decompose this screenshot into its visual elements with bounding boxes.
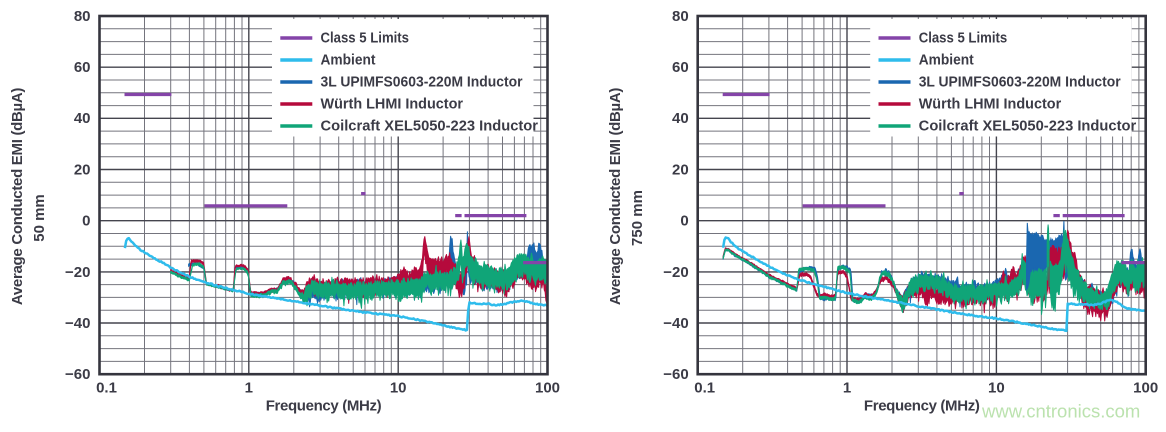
svg-text:40: 40: [672, 110, 689, 127]
svg-text:0: 0: [680, 213, 688, 230]
svg-text:40: 40: [74, 110, 91, 127]
svg-text:Average Conducted EMI (dBµA): Average Conducted EMI (dBµA): [607, 88, 624, 306]
svg-text:60: 60: [672, 59, 689, 76]
svg-text:0.1: 0.1: [96, 380, 117, 397]
svg-text:3L UPIMFS0603-220M Inductor: 3L UPIMFS0603-220M Inductor: [321, 75, 523, 91]
svg-text:Würth LHMI Inductor: Würth LHMI Inductor: [321, 97, 464, 113]
svg-text:Coilcraft XEL5050-223 Inductor: Coilcraft XEL5050-223 Inductor: [321, 119, 539, 135]
svg-text:50 mm: 50 mm: [31, 194, 48, 242]
svg-text:20: 20: [74, 161, 91, 178]
svg-text:Ambient: Ambient: [919, 53, 974, 69]
svg-text:1: 1: [245, 380, 253, 397]
svg-text:80: 80: [74, 8, 91, 25]
svg-text:80: 80: [672, 8, 689, 25]
svg-text:1: 1: [843, 380, 851, 397]
svg-text:Ambient: Ambient: [321, 53, 376, 69]
svg-text:Frequency (MHz): Frequency (MHz): [266, 398, 382, 415]
svg-text:10: 10: [390, 380, 407, 397]
svg-text:Class 5 Limits: Class 5 Limits: [321, 31, 410, 47]
svg-text:−60: −60: [663, 366, 688, 383]
svg-text:−20: −20: [663, 264, 688, 281]
svg-text:Class 5 Limits: Class 5 Limits: [919, 31, 1008, 47]
svg-text:−20: −20: [65, 264, 90, 281]
svg-text:Coilcraft XEL5050-223 Inductor: Coilcraft XEL5050-223 Inductor: [919, 119, 1137, 135]
svg-text:0.1: 0.1: [694, 380, 715, 397]
svg-text:−60: −60: [65, 366, 90, 383]
svg-text:−40: −40: [65, 315, 90, 332]
svg-text:20: 20: [672, 161, 689, 178]
svg-text:60: 60: [74, 59, 91, 76]
svg-text:Frequency (MHz): Frequency (MHz): [864, 398, 980, 415]
svg-text:100: 100: [535, 380, 560, 397]
svg-text:0: 0: [82, 213, 90, 230]
svg-text:Würth LHMI Inductor: Würth LHMI Inductor: [919, 97, 1062, 113]
svg-text:750 mm: 750 mm: [629, 190, 646, 246]
svg-text:100: 100: [1133, 380, 1158, 397]
svg-text:Average Conducted EMI (dBµA): Average Conducted EMI (dBµA): [9, 88, 26, 306]
svg-text:10: 10: [988, 380, 1005, 397]
svg-text:www.cntronics.com: www.cntronics.com: [981, 400, 1140, 421]
svg-text:3L UPIMFS0603-220M Inductor: 3L UPIMFS0603-220M Inductor: [919, 75, 1121, 91]
svg-text:−40: −40: [663, 315, 688, 332]
